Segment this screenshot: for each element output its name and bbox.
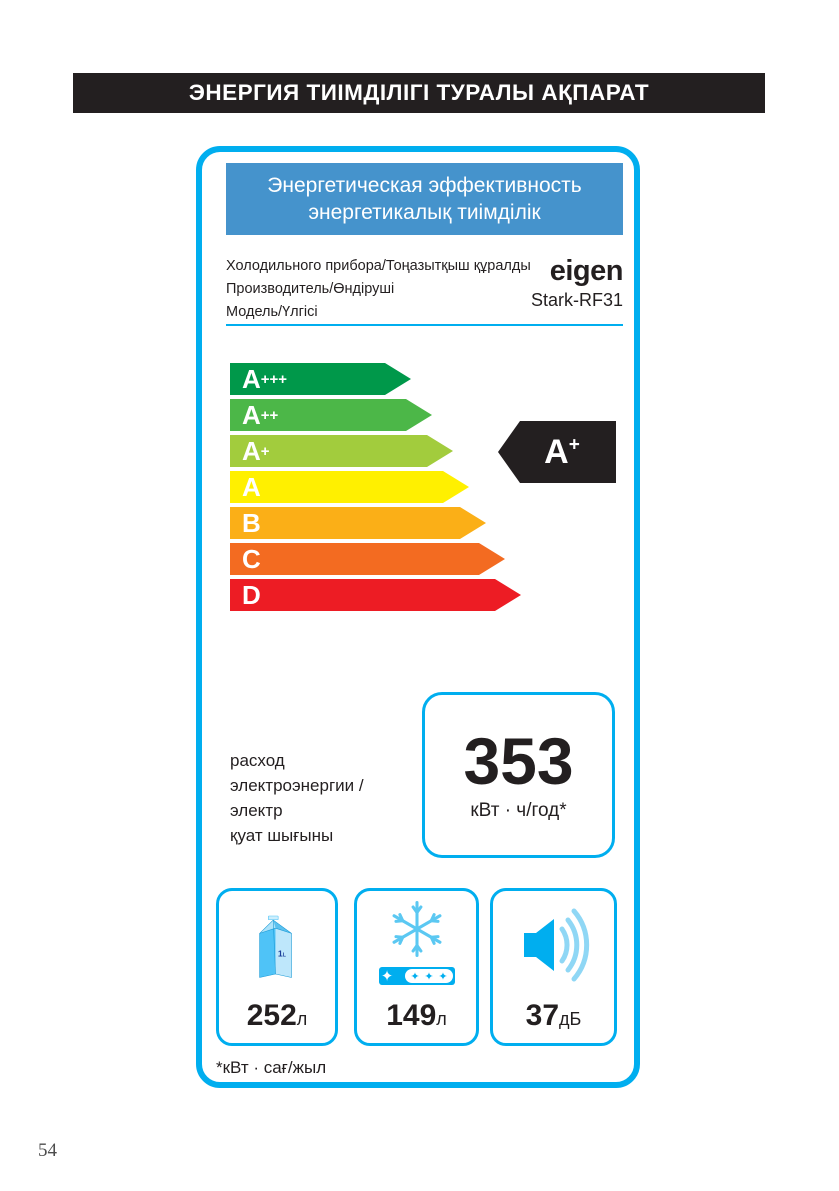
svg-text:✦: ✦ xyxy=(424,971,433,983)
svg-text:✦: ✦ xyxy=(380,968,393,985)
svg-text:✦: ✦ xyxy=(410,971,419,983)
svg-text:✦: ✦ xyxy=(438,971,447,983)
